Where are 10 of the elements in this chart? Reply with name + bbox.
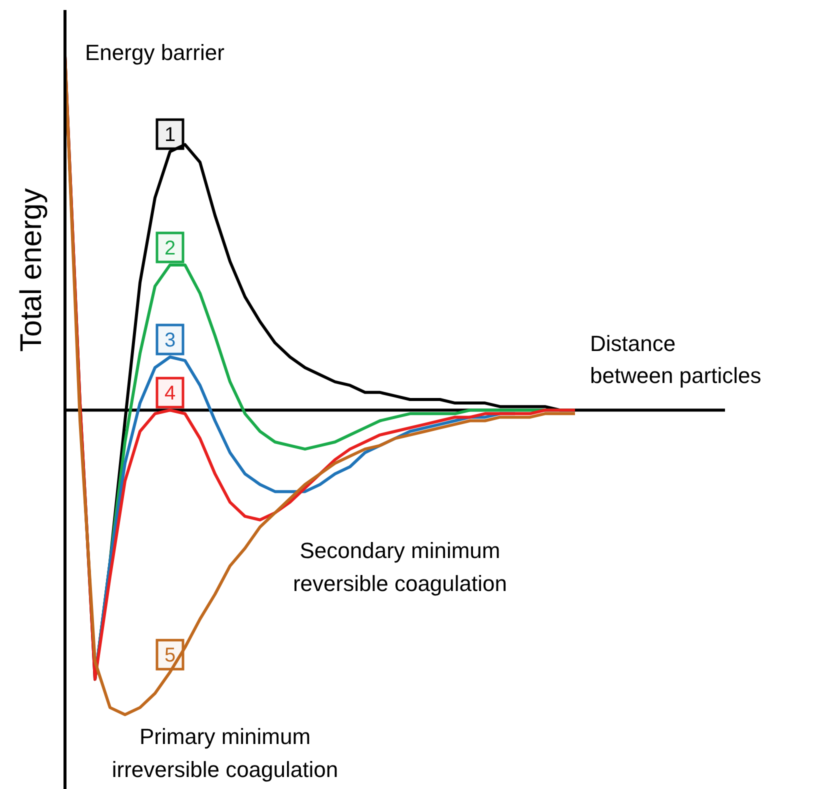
annotation: Secondary minimum reversible coagulation <box>292 537 508 598</box>
series-label: 4 <box>164 382 176 405</box>
annotation: Energy barrier <box>85 39 226 67</box>
series-label: 5 <box>164 644 176 667</box>
series-label: 3 <box>164 330 176 352</box>
text: Primary minimum irreversible coagulation <box>110 723 340 784</box>
y-axis-title: Total energy <box>15 188 49 352</box>
series-label: 2 <box>164 237 176 260</box>
x-axis-title: Distance between particles <box>590 330 762 390</box>
series-label: 1 <box>164 124 176 146</box>
